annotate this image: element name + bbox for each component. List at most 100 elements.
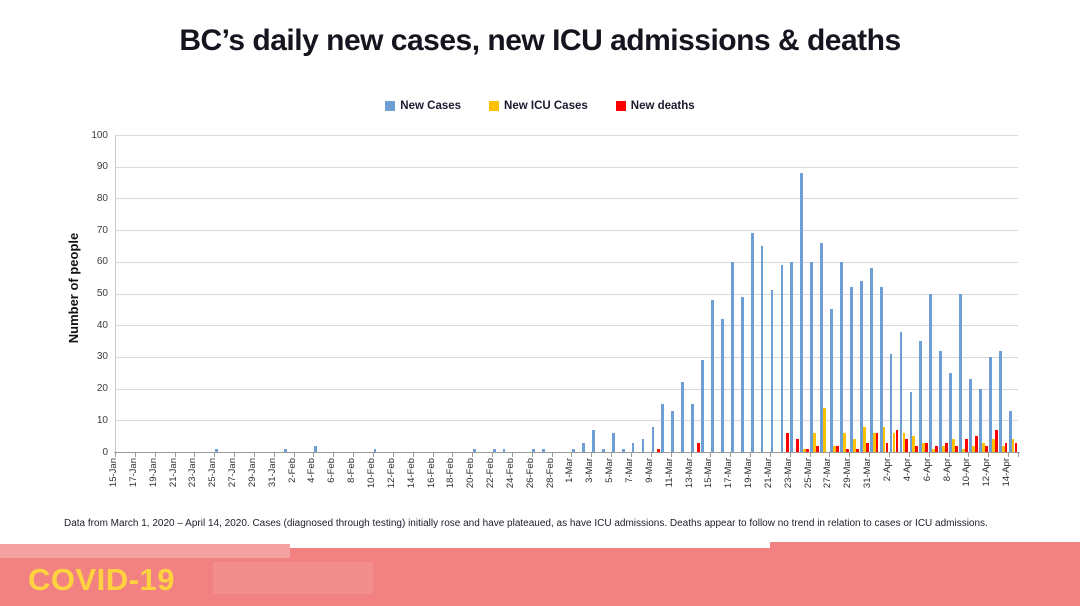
x-tick-label: 23-Jan [187,458,199,488]
bar-new-deaths-2-Apr [895,429,899,452]
x-tick-mark [353,452,355,457]
bar-new-icu-cases-7-Apr [942,445,945,452]
x-tick-mark [452,452,454,457]
x-tick-label: 7-Mar [623,458,635,483]
x-tick-label: 10-Feb [365,458,377,489]
bottom-banner-left-strip [0,544,290,558]
x-tick-label: 13-Mar [683,458,695,489]
bar-new-deaths-6-Apr [935,445,938,452]
bar-new-cases-22-Mar [780,264,784,452]
x-tick-label: 12-Apr [981,458,993,487]
x-tick-mark [908,452,910,457]
legend-label: New Cases [400,100,462,112]
bar-new-cases-25-Mar [810,261,814,452]
gridline [115,166,1018,168]
bottom-banner-right-step [770,542,1080,552]
x-tick-label: 27-Mar [822,458,834,489]
bar-new-cases-4-Feb [314,445,317,452]
bar-new-cases-26-Mar [820,242,824,452]
x-tick-mark [988,452,990,457]
x-tick-mark [1008,452,1010,457]
y-tick-label: 60 [96,256,108,268]
bar-new-cases-26-Feb [532,448,536,452]
x-tick-mark [809,452,811,457]
x-tick-mark [293,452,295,457]
x-tick-label: 5-Mar [604,458,616,483]
x-tick-label: 10-Apr [961,458,973,487]
x-tick-label: 26-Feb [524,458,536,489]
bar-new-cases-9-Apr [959,293,962,452]
y-tick-label: 20 [96,383,108,395]
x-tick-mark [928,452,930,457]
x-tick-mark [234,452,236,457]
bar-new-cases-5-Mar [611,432,615,452]
x-tick-label: 19-Mar [743,458,755,489]
x-tick-label: 20-Feb [465,458,477,489]
bar-new-cases-1-Feb [284,448,288,452]
bar-new-icu-cases-31-Mar [872,432,876,452]
bar-new-deaths-4-Apr [915,445,919,452]
bar-new-deaths-25-Mar [816,445,819,452]
bar-new-deaths-22-Mar [786,432,790,452]
x-tick-mark [373,452,374,457]
bar-new-cases-1-Mar [572,448,575,452]
bar-new-cases-30-Mar [859,280,863,452]
x-tick-label: 29-Jan [246,458,258,488]
x-tick-mark [214,452,216,457]
gridline [115,420,1018,422]
bar-new-icu-cases-5-Apr [922,442,926,452]
bar-new-cases-20-Feb [472,448,476,452]
bar-new-deaths-8-Apr [955,445,958,452]
bar-new-cases-14-Mar [701,360,704,452]
x-tick-label: 25-Jan [207,458,219,488]
bar-new-cases-7-Apr [939,350,943,452]
x-tick-mark [829,452,831,457]
bar-new-cases-10-Feb [373,448,377,452]
bar-new-deaths-5-Apr [925,442,929,452]
bar-new-icu-cases-30-Mar [862,426,866,452]
x-tick-label: 24-Feb [504,458,516,489]
x-tick-mark [849,452,851,457]
x-tick-label: 23-Mar [782,458,794,489]
bar-new-cases-4-Apr [909,391,913,452]
bar-new-cases-14-Apr [1008,410,1012,452]
bar-new-cases-7-Mar [631,442,635,452]
legend-item-new-deaths: New deaths [615,100,695,112]
x-tick-label: 22-Feb [485,458,497,489]
bar-new-deaths-27-Mar [835,445,839,452]
banner-watermark [213,562,373,594]
bar-new-cases-10-Mar [661,404,665,452]
bar-new-deaths-13-Apr [1004,442,1008,452]
bar-new-cases-24-Mar [800,173,804,452]
legend-item-new-cases: New Cases [385,100,461,112]
legend-label: New deaths [630,100,695,112]
x-tick-mark [710,452,712,457]
legend-swatch-icon [615,101,626,111]
x-tick-label: 3-Mar [584,458,596,483]
bar-new-deaths-9-Apr [964,439,968,452]
x-tick-label: 9-Mar [643,458,655,483]
bar-new-deaths-28-Mar [845,448,849,452]
legend-swatch-icon [489,101,500,111]
bar-new-deaths-24-Mar [806,448,809,452]
x-tick-mark [869,452,871,457]
bar-new-icu-cases-24-Mar [803,448,807,452]
x-tick-mark [313,452,315,457]
gridline [115,388,1018,390]
bar-new-cases-27-Feb [542,448,546,452]
x-tick-label: 25-Mar [802,458,814,489]
bar-new-deaths-29-Mar [855,448,859,452]
y-tick-label: 40 [96,319,108,331]
x-tick-mark [948,452,950,457]
x-tick-label: 11-Mar [663,458,675,488]
y-tick-label: 100 [91,129,108,141]
x-tick-label: 28-Feb [544,458,556,489]
bar-new-deaths-13-Mar [697,442,700,452]
bar-new-icu-cases-2-Apr [892,432,896,452]
y-tick-label: 30 [96,351,108,363]
bar-new-icu-cases-8-Apr [952,439,955,452]
y-tick-label: 50 [96,288,108,299]
bar-new-cases-10-Apr [969,379,972,452]
bar-chart: Number of people 0 10 20 30 40 50 60 70 80 90 100 1… [66,129,1020,489]
bar-new-icu-cases-12-Apr [991,439,995,452]
